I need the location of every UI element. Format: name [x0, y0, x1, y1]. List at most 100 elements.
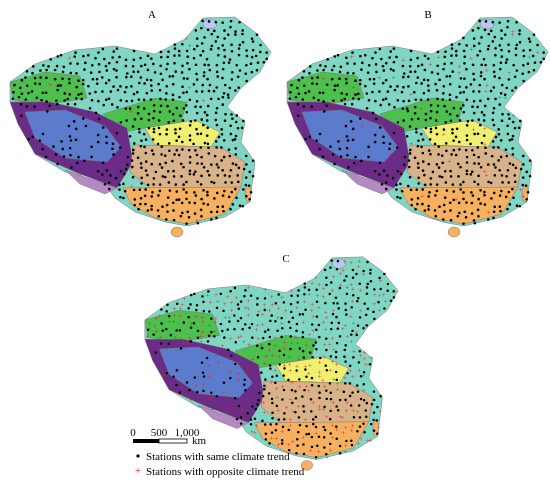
station-opposite: +: [174, 335, 178, 342]
station-same: [234, 362, 237, 366]
station-same: [528, 40, 532, 43]
station-same: [357, 97, 361, 101]
station-same: [395, 183, 398, 187]
station-same: [352, 415, 356, 419]
station-same: [193, 212, 197, 215]
station-same: [101, 90, 104, 93]
station-same: [324, 452, 328, 456]
station-same: [471, 148, 474, 152]
station-same: [185, 49, 189, 53]
station-same: [408, 175, 412, 179]
station-opposite: +: [328, 341, 332, 348]
station-same: [518, 32, 521, 36]
station-same: [296, 301, 299, 304]
station-same: [226, 33, 230, 36]
station-same: [429, 152, 432, 156]
station-same: [214, 140, 218, 143]
station-same: [421, 188, 424, 191]
station-opposite: +: [409, 91, 413, 99]
station-same: [61, 70, 65, 74]
station-same: [420, 145, 423, 149]
scale-tick: 1,000: [175, 427, 200, 439]
station-same: [372, 429, 376, 432]
station-opposite: +: [527, 54, 531, 62]
station-same: [133, 203, 136, 207]
panel-label: B: [424, 9, 431, 21]
station-same: [500, 174, 504, 177]
station-same: [301, 335, 305, 339]
station-same: [20, 114, 23, 118]
station-opposite: +: [247, 367, 251, 374]
station-same: [290, 388, 294, 392]
station-same: [514, 86, 517, 89]
station-same: [174, 183, 178, 186]
station-same: [465, 98, 469, 102]
station-same: [244, 72, 248, 75]
station-same: [202, 188, 205, 192]
station-same: [149, 78, 153, 82]
station-opposite: +: [349, 368, 353, 375]
station-same: [396, 195, 399, 199]
panel-label: A: [148, 9, 156, 21]
station-opposite: +: [228, 404, 232, 411]
station-opposite: +: [341, 326, 345, 333]
station-same: [421, 160, 425, 163]
station-same: [356, 430, 359, 433]
station-same: [498, 194, 502, 197]
station-same: [39, 69, 42, 72]
station-same: [123, 189, 127, 193]
station-opposite: +: [214, 292, 218, 299]
station-same: [506, 168, 510, 172]
station-opposite: +: [221, 343, 225, 350]
station-same: [443, 55, 447, 59]
station-same: [41, 91, 45, 95]
station-same: [405, 107, 409, 110]
station-same: [221, 194, 225, 197]
station-same: [472, 90, 475, 93]
station-same: [510, 138, 514, 141]
station-same: [451, 128, 454, 131]
station-opposite: +: [498, 94, 502, 102]
station-same: [215, 106, 219, 110]
station-same: [264, 432, 268, 436]
station-same: [442, 67, 445, 71]
station-same: [251, 48, 255, 52]
station-same: [351, 138, 355, 142]
station-same: [158, 110, 162, 114]
station-same: [396, 169, 400, 173]
station-same: [119, 85, 122, 88]
station-same: [318, 91, 322, 95]
station-same: [505, 175, 508, 178]
station-same: [528, 174, 532, 178]
station-same: [519, 167, 523, 171]
station-same: [532, 68, 536, 72]
station-same: [199, 146, 203, 149]
station-same: [144, 160, 148, 163]
station-opposite: +: [362, 271, 366, 278]
station-same: [75, 72, 78, 75]
station-same: [27, 91, 30, 95]
station-same: [427, 57, 430, 60]
station-opposite: +: [236, 334, 240, 341]
station-same: [459, 107, 463, 110]
station-opposite: +: [311, 400, 315, 407]
station-same: [525, 197, 528, 201]
station-same: [363, 53, 367, 57]
station-same: [243, 383, 246, 386]
station-same: [362, 371, 366, 374]
station-same: [443, 62, 446, 66]
station-opposite: +: [373, 292, 377, 299]
station-same: [350, 306, 353, 309]
station-same: [207, 334, 211, 338]
station-same: [343, 97, 347, 101]
station-same: [107, 181, 111, 184]
station-same: [373, 169, 377, 173]
station-same: [95, 77, 99, 81]
station-same: [256, 313, 259, 317]
station-same: [345, 81, 348, 85]
station-same: [206, 193, 209, 197]
station-opposite: +: [428, 60, 432, 68]
station-opposite: +: [352, 349, 356, 356]
station-opposite: +: [262, 302, 266, 309]
station-same: [338, 70, 342, 74]
